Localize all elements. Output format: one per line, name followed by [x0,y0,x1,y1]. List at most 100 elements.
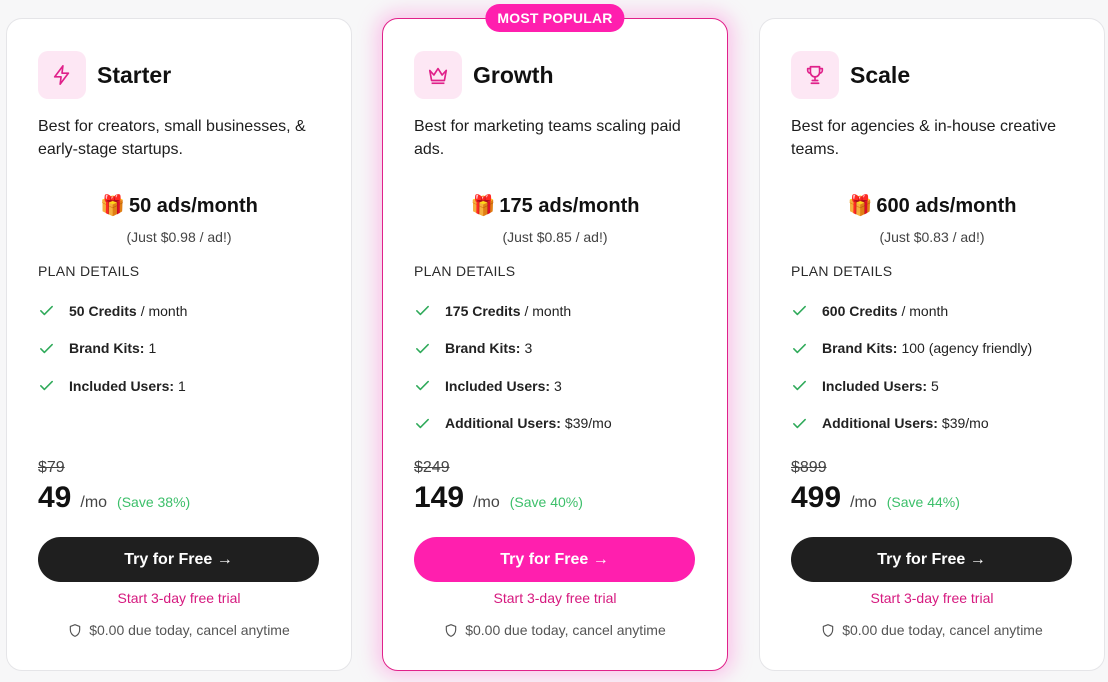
plan-name: Scale [850,61,911,88]
most-popular-badge: MOST POPULAR [485,4,625,32]
plan-details-title: PLAN DETAILS [414,263,516,279]
try-for-free-button[interactable]: Try for Free → [38,537,319,582]
ads-quota: 🎁 50 ads/month [7,193,351,218]
feature-label: Brand Kits: [445,340,521,357]
price-period: /mo [80,494,108,511]
price-row: 499 /mo (Save 44%) [791,481,960,515]
feature-value: 100 (agency friendly) [901,340,1033,357]
feature-item: Included Users: 1 [38,367,341,405]
plan-header: Growth [414,51,554,99]
gift-icon: 🎁 [847,195,873,217]
gift-icon: 🎁 [100,195,125,217]
per-ad-price: (Just $0.83 / ad!) [879,229,985,245]
due-today-note: $0.00 due today, cancel anytime [7,622,351,638]
feature-list: 50 Credits / month Brand Kits: 1 Include… [38,292,341,405]
plan-name: Starter [97,61,172,88]
feature-label: 600 Credits [822,302,898,319]
feature-value: $39/mo [564,415,612,432]
feature-item: 600 Credits / month [791,292,1094,330]
feature-label: Brand Kits: [822,340,898,357]
price-row: 149 /mo (Save 40%) [414,481,583,515]
try-for-free-button[interactable]: Try for Free → [791,537,1072,582]
old-price: $79 [38,459,65,476]
due-today-text: $0.00 due today, cancel anytime [465,622,666,638]
free-trial-link[interactable]: Start 3-day free trial [870,590,994,606]
check-icon [416,418,429,428]
feature-value: / month [901,302,949,319]
plan-header: Scale [791,51,910,99]
due-today-text: $0.00 due today, cancel anytime [842,622,1043,638]
old-price: $249 [414,459,450,476]
feature-value: 3 [554,377,562,394]
price-row: 49 /mo (Save 38%) [38,481,190,515]
free-trial-link[interactable]: Start 3-day free trial [117,590,241,606]
ads-quota-text: 50 ads/month [128,195,258,217]
per-ad-price: (Just $0.98 / ad!) [126,229,232,245]
pricing-card-growth: MOST POPULAR Growth Best for marketing t… [382,4,728,671]
plan-description: Best for creators, small businesses, & e… [38,118,306,158]
try-for-free-button[interactable]: Try for Free → [414,537,695,582]
price: 149 [414,481,465,514]
check-icon [793,343,806,353]
per-ad-price: (Just $0.85 / ad!) [502,229,608,245]
gift-icon: 🎁 [470,195,496,217]
check-icon [793,306,806,316]
check-icon [416,306,429,316]
check-icon [40,381,53,391]
plan-details-title: PLAN DETAILS [38,263,140,279]
check-icon [793,418,806,428]
feature-label: Additional Users: [445,415,561,432]
lightning-icon [38,51,86,99]
shield-icon [69,623,81,637]
price: 49 [38,481,72,514]
check-icon [40,306,53,316]
shield-icon [445,623,457,637]
ads-quota-text: 600 ads/month [876,195,1017,217]
feature-value: 1 [148,340,157,357]
feature-value: 1 [178,377,186,394]
feature-list: 600 Credits / month Brand Kits: 100 (age… [791,292,1094,442]
feature-label: 175 Credits [445,302,521,319]
feature-label: Brand Kits: [69,340,145,357]
plan-description: Best for marketing teams scaling paid ad… [414,118,681,158]
feature-value: 3 [524,340,533,357]
feature-label: Included Users: [445,377,551,394]
feature-item: Brand Kits: 3 [414,330,717,368]
save-percent: (Save 40%) [509,494,583,510]
price-period: /mo [850,494,877,511]
feature-item: Included Users: 3 [414,367,717,405]
pricing-card-starter: Starter Best for creators, small busines… [6,18,352,671]
price-period: /mo [473,494,500,511]
save-percent: (Save 44%) [886,494,960,510]
save-percent: (Save 38%) [117,494,191,510]
feature-value: / month [140,302,188,319]
feature-item: Additional Users: $39/mo [414,405,717,443]
plan-header: Starter [38,51,171,99]
due-today-text: $0.00 due today, cancel anytime [89,622,290,638]
feature-label: Included Users: [822,377,928,394]
price: 499 [791,481,842,514]
pricing-card-scale: Scale Best for agencies & in-house creat… [759,18,1105,671]
due-today-note: $0.00 due today, cancel anytime [760,622,1104,638]
due-today-note: $0.00 due today, cancel anytime [383,622,727,638]
ads-quota-text: 175 ads/month [499,195,640,217]
feature-item: Included Users: 5 [791,367,1094,405]
free-trial-link[interactable]: Start 3-day free trial [493,590,617,606]
check-icon [416,343,429,353]
feature-label: Additional Users: [822,415,938,432]
feature-item: 50 Credits / month [38,292,341,330]
feature-item: Additional Users: $39/mo [791,405,1094,443]
feature-value: $39/mo [941,415,989,432]
feature-list: 175 Credits / month Brand Kits: 3 Includ… [414,292,717,442]
feature-item: Brand Kits: 1 [38,330,341,368]
check-icon [40,343,53,353]
check-icon [416,381,429,391]
ads-quota: 🎁 600 ads/month [760,193,1104,218]
ads-quota: 🎁 175 ads/month [383,193,727,218]
old-price: $899 [791,459,827,476]
feature-value: 5 [931,377,939,394]
plan-details-title: PLAN DETAILS [791,263,893,279]
feature-item: 175 Credits / month [414,292,717,330]
feature-label: 50 Credits [69,302,137,319]
feature-item: Brand Kits: 100 (agency friendly) [791,330,1094,368]
